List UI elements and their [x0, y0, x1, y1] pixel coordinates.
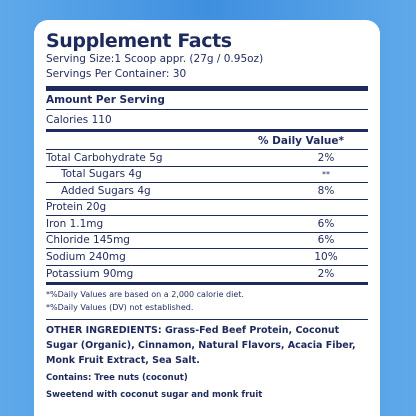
- panel-title: Supplement Facts: [46, 30, 232, 52]
- nutrient-name: Sodium 240mg: [46, 250, 126, 263]
- nutrient-daily-value: 10%: [314, 250, 338, 263]
- nutrient-row: Sodium 240mg 10%: [46, 249, 368, 266]
- nutrient-row: Total Carbohydrate 5g 2%: [46, 150, 368, 167]
- serving-size: Serving Size:1 Scoop appr. (27g / 0.95oz…: [46, 53, 264, 65]
- nutrient-row: Protein 20g: [46, 200, 368, 216]
- footnote: *%Daily Values are based on a 2,000 calo…: [46, 290, 244, 299]
- nutrient-name: Total Carbohydrate 5g: [46, 151, 163, 164]
- daily-value-header: % Daily Value*: [46, 132, 368, 150]
- calories-label: Calories 110: [46, 113, 112, 126]
- nutrient-name: Protein 20g: [46, 201, 107, 214]
- bottom-divider: [46, 282, 368, 285]
- nutrient-daily-value: 8%: [317, 184, 335, 197]
- nutrient-row: Chloride 145mg 6%: [46, 233, 368, 249]
- calories-row: Calories 110: [46, 110, 368, 129]
- servings-per-container: Servings Per Container: 30: [46, 68, 187, 80]
- nutrient-daily-value: **: [322, 169, 330, 179]
- nutrient-name: Iron 1.1mg: [46, 217, 104, 230]
- nutrient-daily-value: 6%: [317, 217, 335, 230]
- footnotes: *%Daily Values are based on a 2,000 calo…: [46, 285, 368, 320]
- nutrient-row: Total Sugars 4g **: [46, 167, 368, 183]
- nutrient-row: Iron 1.1mg 6%: [46, 216, 368, 233]
- allergen-statement: Contains: Tree nuts (coconut): [46, 373, 188, 383]
- nutrient-name: Total Sugars 4g: [61, 168, 142, 181]
- nutrient-row: Added Sugars 4g 8%: [46, 183, 368, 200]
- nutrient-daily-value: 2%: [317, 151, 335, 164]
- nutrient-daily-value: 2%: [317, 267, 335, 280]
- nutrient-name: Added Sugars 4g: [61, 184, 151, 197]
- other-ingredients: OTHER INGREDIENTS: Grass-Fed Beef Protei…: [46, 325, 356, 366]
- supplement-facts-panel: Supplement Facts Serving Size:1 Scoop ap…: [34, 20, 380, 416]
- thick-divider: [46, 86, 368, 91]
- sweetener-statement: Sweetend with coconut sugar and monk fru…: [46, 390, 263, 400]
- amount-per-serving: Amount Per Serving: [46, 91, 368, 110]
- nutrient-row: Potassium 90mg 2%: [46, 266, 368, 283]
- nutrient-name: Chloride 145mg: [46, 234, 130, 247]
- nutrient-name: Potassium 90mg: [46, 267, 134, 280]
- nutrient-table: Total Carbohydrate 5g 2% Total Sugars 4g **…: [46, 150, 368, 282]
- nutrient-daily-value: 6%: [317, 234, 335, 247]
- daily-value-header-label: % Daily Value*: [258, 135, 344, 147]
- footnote: *%Daily Values (DV) not established.: [46, 303, 194, 312]
- medium-divider: [46, 129, 368, 132]
